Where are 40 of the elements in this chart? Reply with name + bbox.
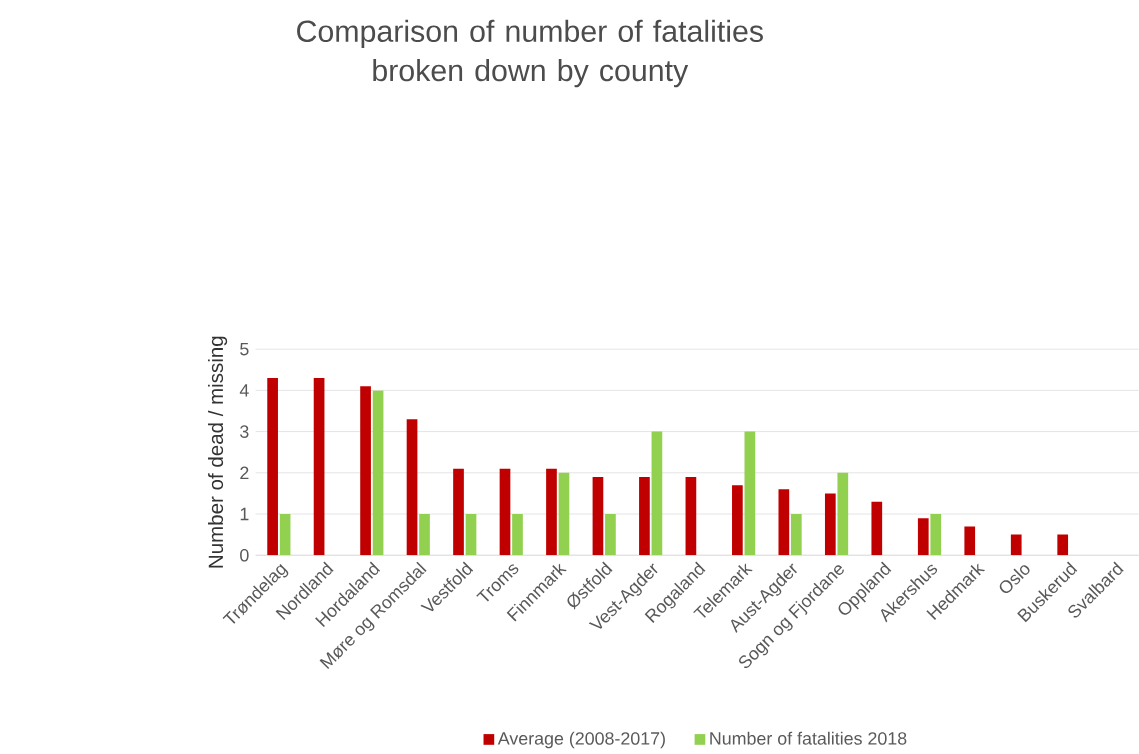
bar bbox=[639, 476, 650, 556]
legend-label: Average (2008-2017) bbox=[497, 731, 665, 749]
bar bbox=[360, 386, 371, 556]
bar bbox=[837, 472, 849, 556]
bar bbox=[546, 468, 557, 556]
bar bbox=[372, 390, 384, 556]
legend-label: Number of fatalities 2018 bbox=[710, 731, 907, 745]
chart-title: Comparison of number of fatalities broken down by county bbox=[297, 19, 763, 88]
bar bbox=[651, 431, 663, 556]
bar bbox=[1010, 534, 1022, 556]
bar bbox=[744, 431, 756, 556]
bar bbox=[685, 476, 697, 556]
bar bbox=[964, 526, 976, 556]
bar bbox=[313, 377, 325, 556]
bar bbox=[917, 517, 929, 556]
y-axis-title: Number of dead / missing bbox=[208, 336, 228, 568]
y-tick-label: 0 bbox=[240, 548, 249, 562]
bar bbox=[267, 377, 278, 556]
bar bbox=[1057, 534, 1069, 556]
bar bbox=[605, 513, 616, 556]
bar bbox=[790, 513, 802, 556]
y-tick-label: 1 bbox=[240, 507, 249, 520]
bar bbox=[778, 489, 790, 556]
bar bbox=[592, 476, 604, 556]
bar bbox=[930, 513, 942, 556]
y-tick-label: 5 bbox=[240, 342, 249, 356]
bar bbox=[558, 472, 570, 556]
y-tick-label: 3 bbox=[240, 425, 249, 438]
bar bbox=[419, 513, 430, 556]
bar bbox=[871, 501, 883, 556]
y-tick-label: 2 bbox=[240, 466, 249, 479]
bar bbox=[465, 513, 477, 556]
bar bbox=[512, 513, 523, 556]
bar bbox=[824, 493, 836, 556]
bar bbox=[453, 468, 464, 556]
bar bbox=[279, 513, 291, 556]
y-tick-label: 4 bbox=[239, 384, 249, 397]
bar bbox=[499, 468, 511, 556]
bar bbox=[406, 419, 418, 556]
bar bbox=[732, 484, 743, 556]
